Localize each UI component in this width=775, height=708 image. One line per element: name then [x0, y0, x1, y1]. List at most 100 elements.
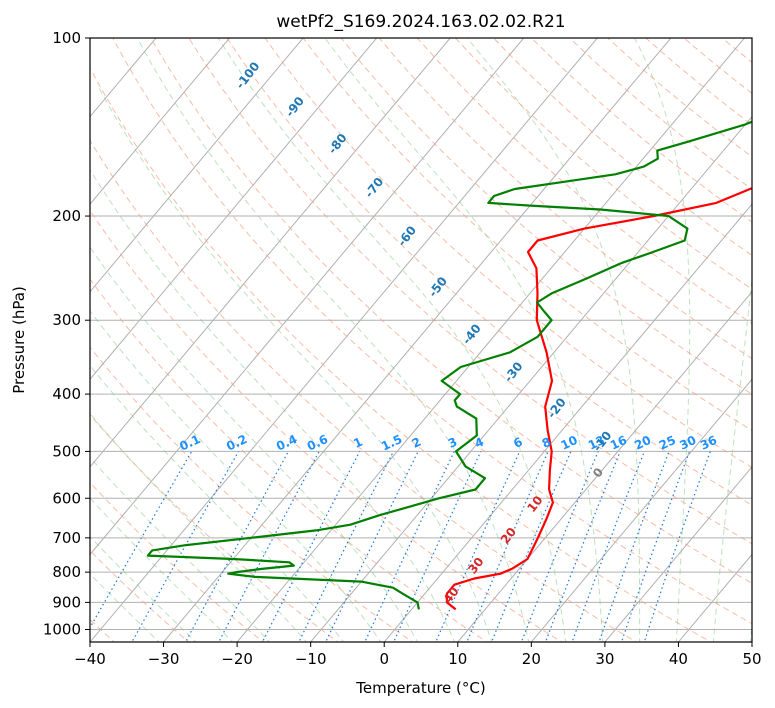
- dry-adiabat-label: -50: [426, 274, 450, 300]
- x-tick-label: 20: [522, 650, 541, 668]
- isotherm-gridline: [90, 38, 599, 642]
- dry-adiabat: [188, 38, 752, 545]
- moist-adiabat: [749, 621, 752, 642]
- y-tick-label: 900: [52, 593, 81, 611]
- x-tick-label: 40: [669, 650, 688, 668]
- curve-labels: 0.1 0.2 0.4 0.6 1 1.5 2 3 4 6 8 10 13 16 20 25 30 36-100-…: [177, 59, 719, 606]
- moist-adiabat: [96, 84, 493, 642]
- dry-adiabat: [226, 38, 752, 506]
- mixing-ratio-label: 36: [698, 433, 719, 453]
- moist-adiabat-label: 10: [524, 493, 545, 515]
- zero-isotherm-label: 0: [590, 465, 606, 480]
- moist-adiabat: [712, 273, 752, 642]
- isotherm-gridline: [162, 38, 672, 642]
- x-tick-label: 10: [448, 650, 467, 668]
- isotherm-gridline: [604, 466, 752, 642]
- mixing-ratio-line: [571, 451, 645, 642]
- dry-adiabat: [90, 414, 339, 642]
- moist-adiabat: [90, 535, 197, 642]
- mixing-ratio-label: 16: [608, 433, 629, 453]
- dry-adiabat: [90, 481, 265, 642]
- moist-adiabat: [466, 38, 641, 642]
- moist-adiabat: [90, 497, 234, 642]
- mixing-ratio-line: [131, 451, 240, 642]
- moist-adiabat: [90, 246, 419, 642]
- isotherm-gridline: [90, 38, 231, 205]
- mixing-ratio-line: [435, 451, 521, 642]
- background-lines: [90, 38, 775, 644]
- mixing-ratio-line: [218, 451, 320, 642]
- mixing-ratio-line: [364, 451, 455, 642]
- dry-adiabat-label: -40: [459, 321, 483, 347]
- x-tick-label: −10: [295, 650, 327, 668]
- series-lines: [146, 120, 752, 611]
- y-tick-label: 200: [52, 207, 81, 225]
- mixing-ratio-label: 30: [677, 433, 698, 453]
- moist-adiabat: [90, 168, 456, 642]
- isotherm-gridline: [530, 378, 752, 642]
- isotherm-gridline: [90, 38, 304, 293]
- mixing-ratio-line: [325, 451, 419, 642]
- x-tick-label: 30: [595, 650, 614, 668]
- plot-frame: [89, 37, 753, 643]
- moist-adiabat: [324, 38, 604, 642]
- mixing-ratio-label: 0.6: [305, 432, 330, 454]
- dry-adiabat: [90, 66, 712, 642]
- isotherm-gridline: [310, 115, 752, 642]
- y-tick-label: 800: [52, 563, 81, 581]
- dry-adiabat: [531, 38, 752, 223]
- y-tick-label: 700: [52, 529, 81, 547]
- mixing-ratio-line: [261, 451, 361, 642]
- mixing-ratio-label: 0.2: [224, 432, 249, 454]
- mixing-ratio-label: 10: [559, 433, 580, 453]
- moist-adiabat-label: 30: [465, 555, 486, 577]
- moist-adiabat: [90, 310, 382, 642]
- y-tick-label: 500: [52, 442, 81, 460]
- isotherm-gridline: [90, 38, 525, 556]
- moist-adiabat: [633, 38, 691, 642]
- dry-adiabat: [90, 278, 488, 642]
- isotherm-gridline: [383, 203, 752, 642]
- dry-adiabat: [416, 38, 752, 325]
- isotherm-gridline: [751, 641, 752, 642]
- moist-adiabat: [90, 364, 345, 642]
- dry-adiabat: [340, 38, 752, 395]
- dry-adiabat-label: -80: [325, 131, 349, 157]
- mixing-ratio-line: [393, 451, 482, 642]
- x-tick-label: −40: [74, 650, 106, 668]
- moist-adiabat-label: 20: [498, 525, 519, 547]
- mixing-ratio-line: [598, 451, 670, 642]
- dry-adiabat-label: -100: [233, 59, 263, 91]
- mixing-ratio-label: 4: [472, 435, 485, 451]
- y-tick-label: 100: [52, 29, 81, 47]
- y-axis-label: Pressure (hPa): [10, 286, 28, 394]
- dry-adiabat: [90, 549, 190, 642]
- x-tick-label: −30: [148, 650, 180, 668]
- x-tick-label: 50: [742, 650, 761, 668]
- mixing-ratio-label: 3: [446, 435, 459, 451]
- isotherm-gridline: [90, 38, 378, 381]
- mixing-ratio-label: 0.4: [274, 432, 299, 454]
- dewpoint-line: [146, 120, 752, 610]
- dry-adiabat: [760, 38, 775, 644]
- isotherm-gridline: [677, 553, 752, 642]
- isotherm-gridline: [457, 290, 752, 642]
- mixing-ratio-line: [298, 451, 394, 642]
- dry-adiabat-label: -60: [395, 223, 419, 249]
- y-tick-label: 300: [52, 311, 81, 329]
- mixing-ratio-label: 0.1: [177, 432, 202, 454]
- isotherm-gridline: [90, 38, 451, 468]
- dry-adiabat: [90, 346, 414, 642]
- y-tick-label: 600: [52, 489, 81, 507]
- dry-adiabat: [90, 209, 563, 642]
- x-axis: −40 −30 −20 −10 0 10 20 30 40 50: [74, 642, 762, 668]
- mixing-ratio-label: 13: [586, 433, 607, 453]
- mixing-ratio-label: 25: [657, 433, 678, 453]
- mixing-ratio-line: [544, 451, 621, 642]
- mixing-ratio-line: [90, 451, 193, 629]
- moist-adiabat: [90, 412, 308, 642]
- dry-adiabat: [378, 38, 752, 360]
- temperature-line: [445, 187, 752, 611]
